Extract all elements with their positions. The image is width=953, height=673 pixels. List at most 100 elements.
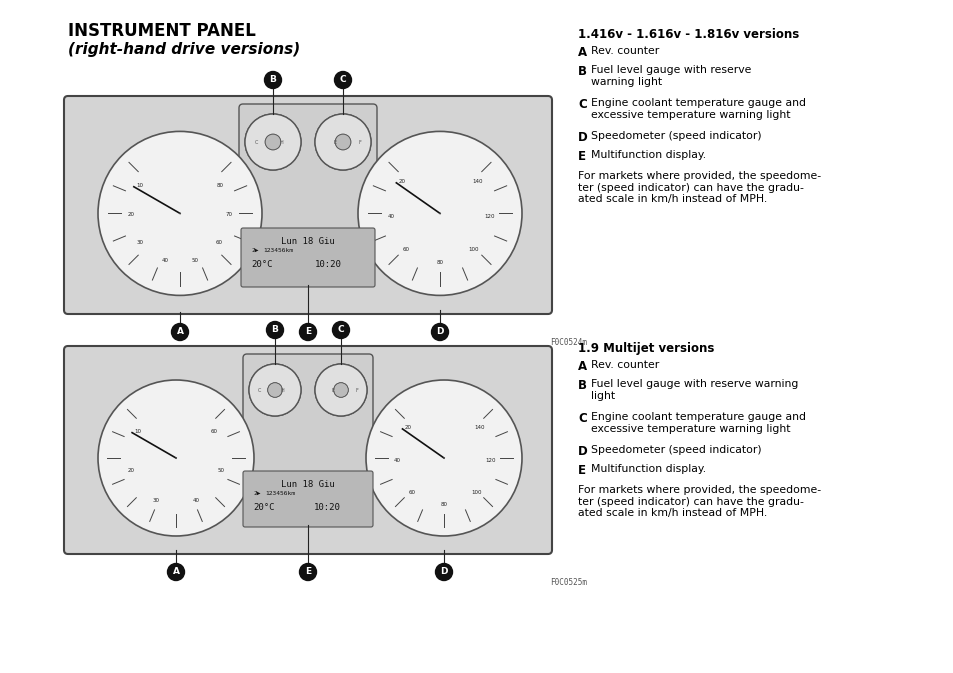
Text: 80: 80 bbox=[440, 502, 447, 507]
Text: B: B bbox=[270, 75, 276, 85]
Ellipse shape bbox=[314, 114, 371, 170]
Text: 10:20: 10:20 bbox=[314, 503, 341, 512]
Text: 10:20: 10:20 bbox=[314, 260, 341, 269]
Text: 40: 40 bbox=[161, 258, 169, 262]
Text: |: | bbox=[178, 312, 181, 321]
Text: B: B bbox=[578, 65, 586, 78]
FancyBboxPatch shape bbox=[243, 354, 373, 478]
Text: Speedometer (speed indicator): Speedometer (speed indicator) bbox=[590, 131, 760, 141]
Ellipse shape bbox=[249, 364, 301, 416]
Ellipse shape bbox=[366, 380, 521, 536]
Ellipse shape bbox=[357, 131, 521, 295]
Circle shape bbox=[168, 563, 184, 581]
Text: 60: 60 bbox=[216, 240, 223, 245]
Text: H: H bbox=[280, 388, 284, 392]
Text: Rev. counter: Rev. counter bbox=[590, 360, 659, 370]
Text: 70: 70 bbox=[226, 211, 233, 217]
Text: Multifunction display.: Multifunction display. bbox=[590, 150, 705, 160]
Ellipse shape bbox=[265, 134, 280, 150]
Text: 20: 20 bbox=[127, 468, 134, 472]
Text: Speedometer (speed indicator): Speedometer (speed indicator) bbox=[590, 445, 760, 455]
Ellipse shape bbox=[245, 114, 301, 170]
Text: (right-hand drive versions): (right-hand drive versions) bbox=[68, 42, 300, 57]
Ellipse shape bbox=[335, 134, 351, 150]
Text: D: D bbox=[439, 567, 447, 577]
Text: Engine coolant temperature gauge and
excessive temperature warning light: Engine coolant temperature gauge and exc… bbox=[590, 98, 805, 120]
Text: B: B bbox=[272, 326, 278, 334]
FancyBboxPatch shape bbox=[241, 228, 375, 287]
Text: 20: 20 bbox=[398, 179, 405, 184]
Text: F: F bbox=[358, 139, 361, 145]
Ellipse shape bbox=[314, 114, 371, 170]
Text: 100: 100 bbox=[471, 489, 481, 495]
Text: 60: 60 bbox=[408, 489, 415, 495]
Text: 140: 140 bbox=[472, 179, 482, 184]
Text: 1.416v - 1.616v - 1.816v versions: 1.416v - 1.616v - 1.816v versions bbox=[578, 28, 799, 41]
Text: 120: 120 bbox=[485, 458, 496, 463]
Text: 60: 60 bbox=[211, 429, 217, 433]
Text: 40: 40 bbox=[387, 214, 394, 219]
Text: C: C bbox=[578, 412, 586, 425]
FancyBboxPatch shape bbox=[64, 346, 552, 554]
Text: A: A bbox=[176, 328, 183, 336]
Ellipse shape bbox=[245, 114, 301, 170]
Text: E: E bbox=[578, 464, 585, 477]
Text: 120: 120 bbox=[483, 214, 494, 219]
Text: 80: 80 bbox=[216, 182, 224, 188]
Text: 123456km: 123456km bbox=[265, 491, 294, 496]
Text: 123456km: 123456km bbox=[263, 248, 293, 253]
Text: 30: 30 bbox=[137, 240, 144, 245]
Text: A: A bbox=[172, 567, 179, 577]
Text: A: A bbox=[578, 46, 586, 59]
Ellipse shape bbox=[268, 383, 282, 397]
Ellipse shape bbox=[268, 383, 282, 397]
FancyBboxPatch shape bbox=[239, 104, 376, 234]
Text: 20: 20 bbox=[127, 211, 134, 217]
Text: 10: 10 bbox=[134, 429, 141, 433]
Circle shape bbox=[266, 322, 283, 339]
Text: Fuel level gauge with reserve warning
light: Fuel level gauge with reserve warning li… bbox=[590, 379, 798, 400]
Circle shape bbox=[264, 71, 281, 89]
Text: D: D bbox=[578, 131, 587, 144]
Text: H: H bbox=[279, 139, 283, 145]
Circle shape bbox=[335, 71, 351, 89]
Ellipse shape bbox=[98, 131, 262, 295]
Ellipse shape bbox=[98, 380, 253, 536]
Text: E: E bbox=[305, 328, 311, 336]
Text: Engine coolant temperature gauge and
excessive temperature warning light: Engine coolant temperature gauge and exc… bbox=[590, 412, 805, 433]
Text: C: C bbox=[339, 75, 346, 85]
Text: E: E bbox=[333, 139, 335, 145]
Text: E: E bbox=[332, 388, 335, 392]
Circle shape bbox=[172, 324, 189, 341]
Text: F0C0524m: F0C0524m bbox=[550, 338, 586, 347]
Ellipse shape bbox=[265, 134, 280, 150]
Text: 50: 50 bbox=[192, 258, 198, 262]
Text: Multifunction display.: Multifunction display. bbox=[590, 464, 705, 474]
Ellipse shape bbox=[334, 383, 348, 397]
Ellipse shape bbox=[314, 364, 367, 416]
Text: 40: 40 bbox=[193, 498, 199, 503]
Text: Lun 18 Giu: Lun 18 Giu bbox=[281, 480, 335, 489]
Text: C: C bbox=[254, 139, 257, 145]
Text: D: D bbox=[436, 328, 443, 336]
Text: B: B bbox=[578, 379, 586, 392]
Text: 10: 10 bbox=[136, 182, 143, 188]
Circle shape bbox=[333, 322, 349, 339]
Text: 100: 100 bbox=[468, 247, 478, 252]
Text: C: C bbox=[257, 388, 261, 392]
FancyBboxPatch shape bbox=[243, 471, 373, 527]
Text: 20°C: 20°C bbox=[251, 260, 273, 269]
Text: 30: 30 bbox=[152, 498, 159, 503]
Text: Fuel level gauge with reserve
warning light: Fuel level gauge with reserve warning li… bbox=[590, 65, 751, 87]
Circle shape bbox=[299, 563, 316, 581]
Text: C: C bbox=[337, 326, 344, 334]
Circle shape bbox=[435, 563, 452, 581]
Text: 140: 140 bbox=[474, 425, 484, 431]
Text: 60: 60 bbox=[402, 247, 409, 252]
Text: 80: 80 bbox=[436, 260, 443, 265]
Ellipse shape bbox=[314, 364, 367, 416]
Circle shape bbox=[299, 324, 316, 341]
Text: 20: 20 bbox=[404, 425, 411, 431]
Text: For markets where provided, the speedome-
ter (speed indicator) can have the gra: For markets where provided, the speedome… bbox=[578, 485, 821, 518]
Text: 50: 50 bbox=[217, 468, 225, 472]
